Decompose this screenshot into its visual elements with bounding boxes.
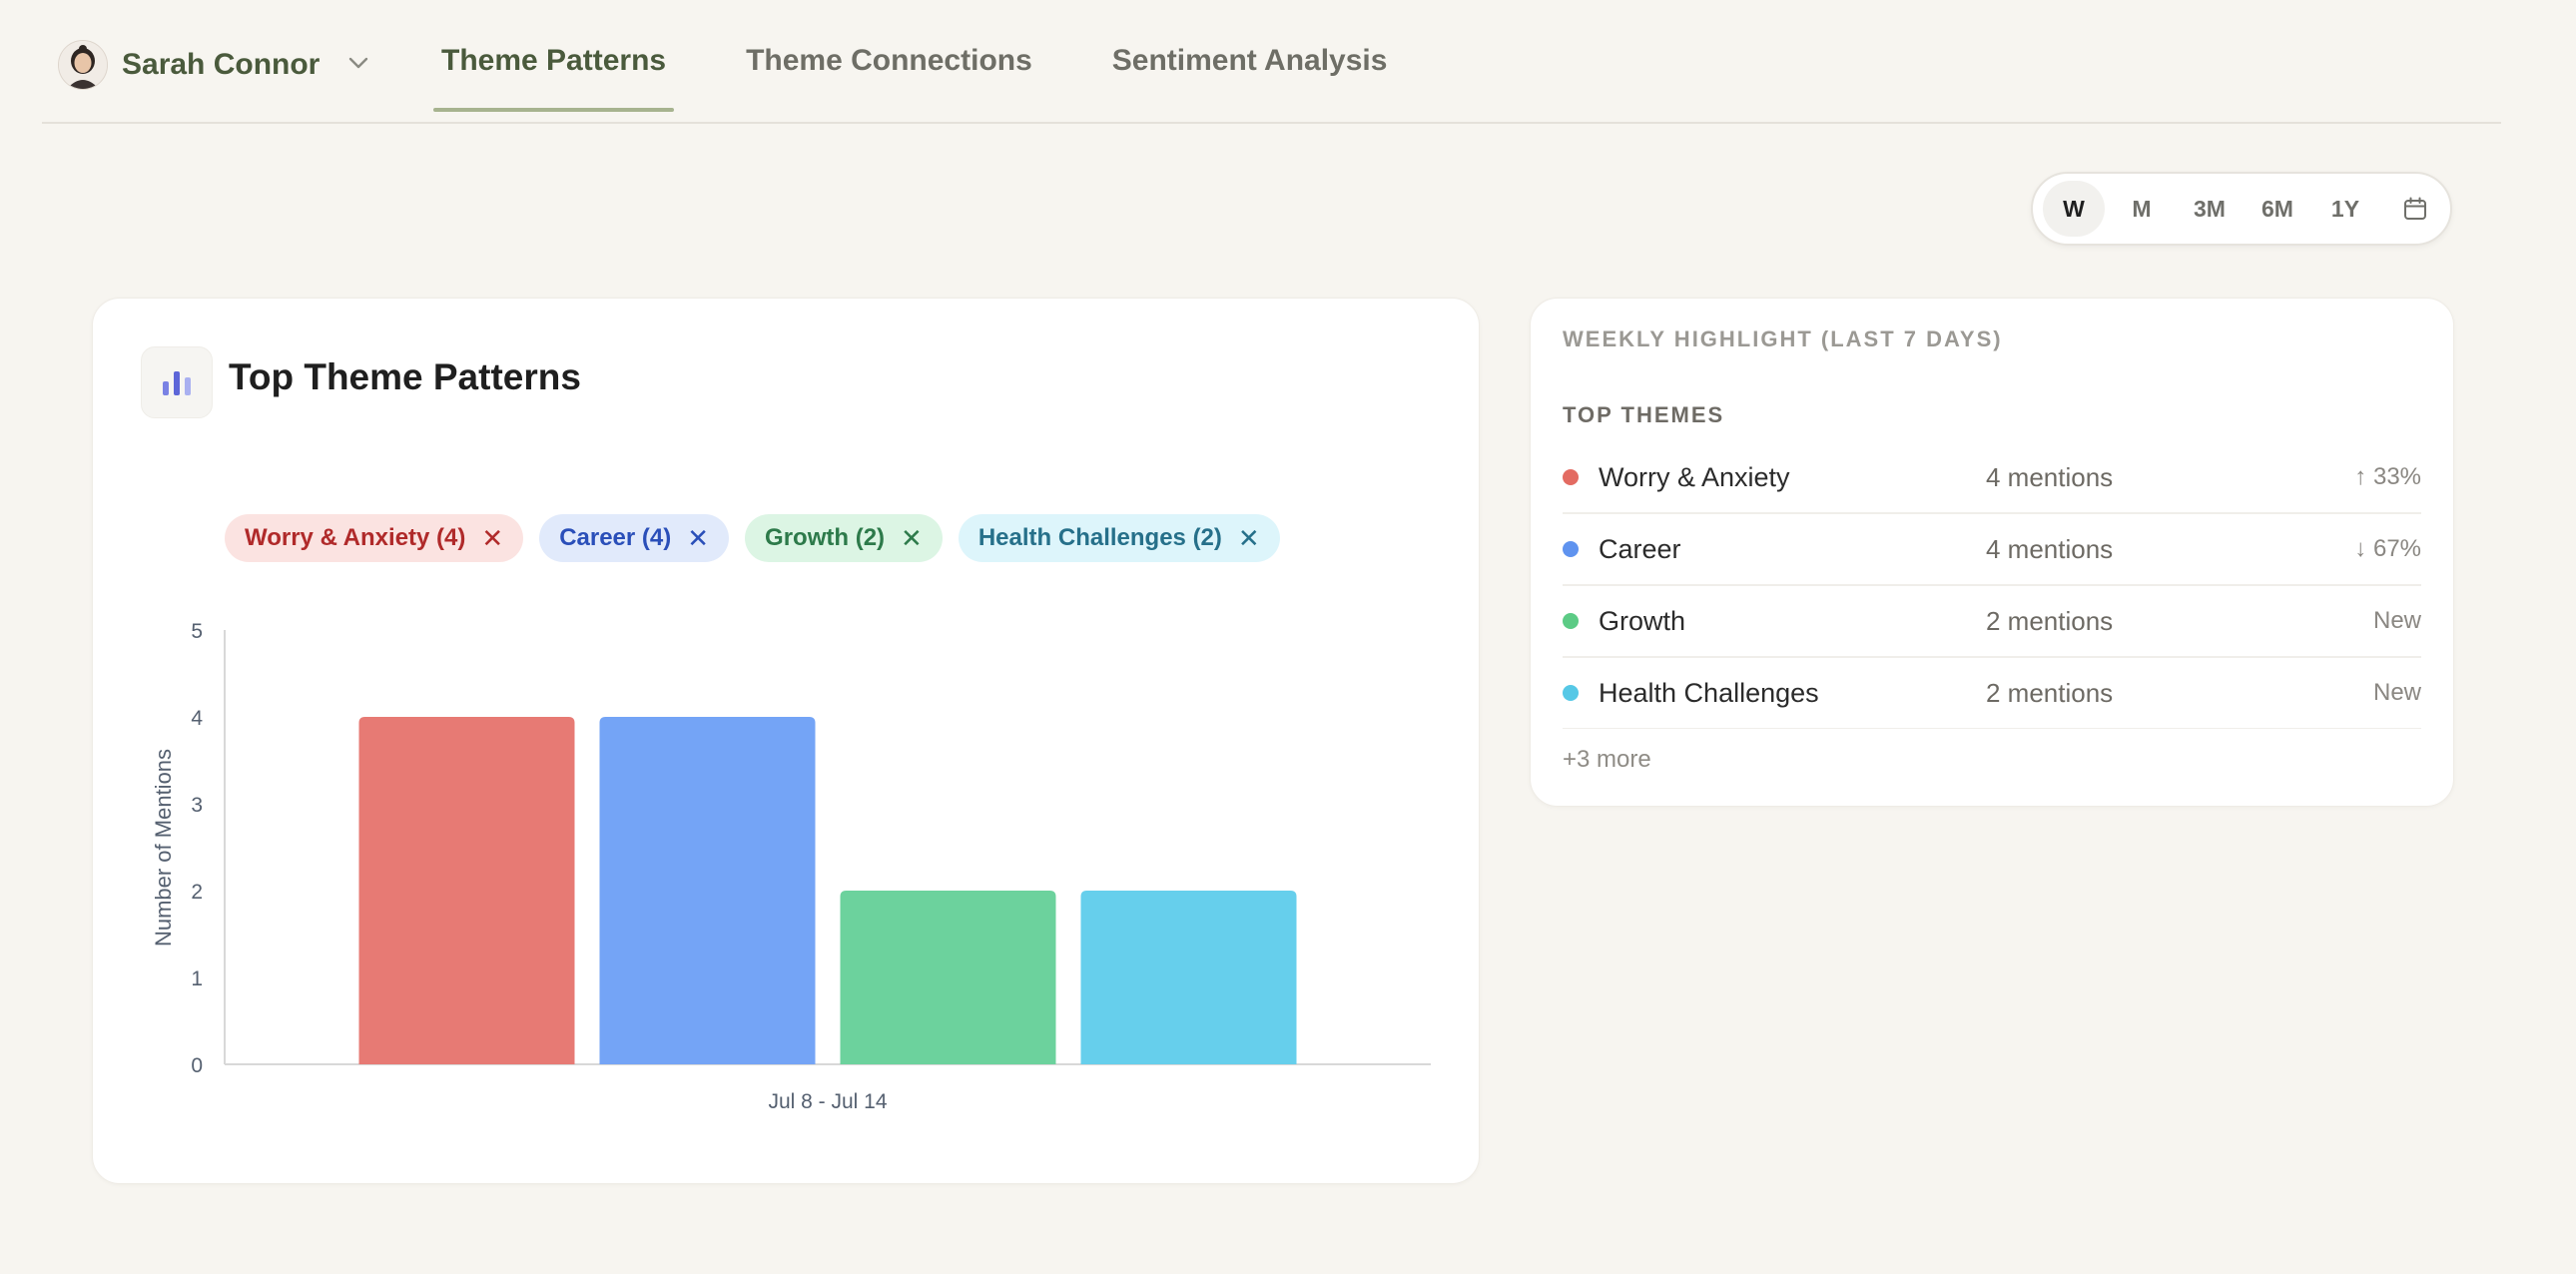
- card-title: Top Theme Patterns: [229, 356, 581, 397]
- weekly-highlight-card: WEEKLY HIGHLIGHT (LAST 7 DAYS) TOP THEME…: [1530, 298, 2454, 807]
- list-item[interactable]: Career 4 mentions ↓ 67%: [1563, 514, 2421, 586]
- calendar-icon[interactable]: [2384, 181, 2446, 237]
- chip-label: Health Challenges (2): [977, 524, 1222, 551]
- bar-health-challenges: [1080, 891, 1297, 1064]
- x-tick-label: Jul 8 - Jul 14: [768, 1090, 887, 1113]
- theme-color-dot: [1563, 541, 1579, 557]
- theme-mentions: 4 mentions: [1986, 533, 2114, 564]
- user-menu[interactable]: Sarah Connor: [58, 40, 369, 90]
- range-6-months-button[interactable]: 6M: [2261, 195, 2293, 222]
- theme-change: ↓ 67%: [2354, 535, 2421, 562]
- theme-mentions: 2 mentions: [1986, 677, 2114, 708]
- bar-chart-icon: [141, 346, 213, 418]
- theme-change: New: [2372, 607, 2421, 634]
- nav-tabs: Theme Patterns Theme Connections Sentime…: [433, 0, 1459, 122]
- avatar: [58, 40, 108, 90]
- bar-worry-anxiety: [358, 717, 575, 1064]
- range-month-button[interactable]: M: [2132, 195, 2152, 222]
- show-more-link[interactable]: +3 more: [1563, 746, 1651, 773]
- range-week-button[interactable]: W: [2043, 181, 2105, 237]
- chip-growth[interactable]: Growth (2) ✕: [745, 514, 943, 562]
- list-item[interactable]: Health Challenges 2 mentions New: [1563, 658, 2421, 729]
- chevron-down-icon[interactable]: [347, 56, 369, 75]
- user-name: Sarah Connor: [122, 48, 321, 81]
- theme-color-dot: [1563, 469, 1579, 485]
- chip-career[interactable]: Career (4) ✕: [539, 514, 730, 562]
- y-tick-label: 5: [191, 620, 203, 643]
- tab-sentiment-analysis[interactable]: Sentiment Analysis: [1111, 44, 1388, 77]
- highlight-kicker: WEEKLY HIGHLIGHT (LAST 7 DAYS): [1563, 326, 2003, 351]
- theme-change: ↑ 33%: [2354, 463, 2421, 490]
- bar-career: [599, 717, 816, 1064]
- close-icon[interactable]: ✕: [1237, 523, 1260, 553]
- y-tick-label: 4: [191, 707, 203, 730]
- theme-name: Worry & Anxiety: [1599, 461, 1790, 492]
- chip-label: Worry & Anxiety (4): [245, 524, 466, 551]
- theme-filter-chips: Worry & Anxiety (4) ✕ Career (4) ✕ Growt…: [225, 514, 1280, 562]
- chip-health-challenges[interactable]: Health Challenges (2) ✕: [958, 514, 1280, 562]
- range-1-year-button[interactable]: 1Y: [2330, 195, 2360, 222]
- y-axis-label: Number of Mentions: [151, 749, 176, 947]
- close-icon[interactable]: ✕: [901, 523, 923, 553]
- top-header: Sarah Connor Theme Patterns Theme Connec…: [42, 0, 2501, 124]
- bar-chart: 0 1 2 3 4 5 Number of Mentions Jul 8 - Jul 14: [151, 620, 1431, 1113]
- theme-name: Career: [1599, 533, 1681, 564]
- time-range-selector: W M 3M 6M 1Y: [2031, 172, 2452, 246]
- chip-label: Career (4): [559, 524, 672, 551]
- list-item[interactable]: Growth 2 mentions New: [1563, 586, 2421, 658]
- y-tick-label: 2: [191, 881, 203, 904]
- tab-theme-connections[interactable]: Theme Connections: [746, 44, 1032, 77]
- theme-color-dot: [1563, 685, 1579, 701]
- y-tick-label: 1: [191, 967, 203, 990]
- theme-name: Growth: [1599, 605, 1686, 636]
- bar-growth: [840, 891, 1056, 1064]
- close-icon[interactable]: ✕: [687, 523, 710, 553]
- theme-mentions: 4 mentions: [1986, 461, 2114, 492]
- top-themes-list: Worry & Anxiety 4 mentions ↑ 33% Career …: [1563, 442, 2421, 729]
- theme-mentions: 2 mentions: [1986, 605, 2114, 636]
- y-tick-label: 3: [191, 794, 203, 817]
- tab-theme-patterns[interactable]: Theme Patterns: [433, 0, 675, 122]
- y-tick-label: 0: [191, 1054, 203, 1077]
- theme-color-dot: [1563, 613, 1579, 629]
- chip-worry-anxiety[interactable]: Worry & Anxiety (4) ✕: [225, 514, 524, 562]
- chip-label: Growth (2): [765, 524, 886, 551]
- theme-patterns-card: Top Theme Patterns Worry & Anxiety (4) ✕…: [92, 298, 1480, 1184]
- theme-change: New: [2372, 679, 2421, 706]
- list-item[interactable]: Worry & Anxiety 4 mentions ↑ 33%: [1563, 442, 2421, 514]
- close-icon[interactable]: ✕: [481, 523, 504, 553]
- range-3-months-button[interactable]: 3M: [2194, 195, 2226, 222]
- top-themes-heading: TOP THEMES: [1563, 402, 1725, 427]
- theme-name: Health Challenges: [1599, 677, 1819, 708]
